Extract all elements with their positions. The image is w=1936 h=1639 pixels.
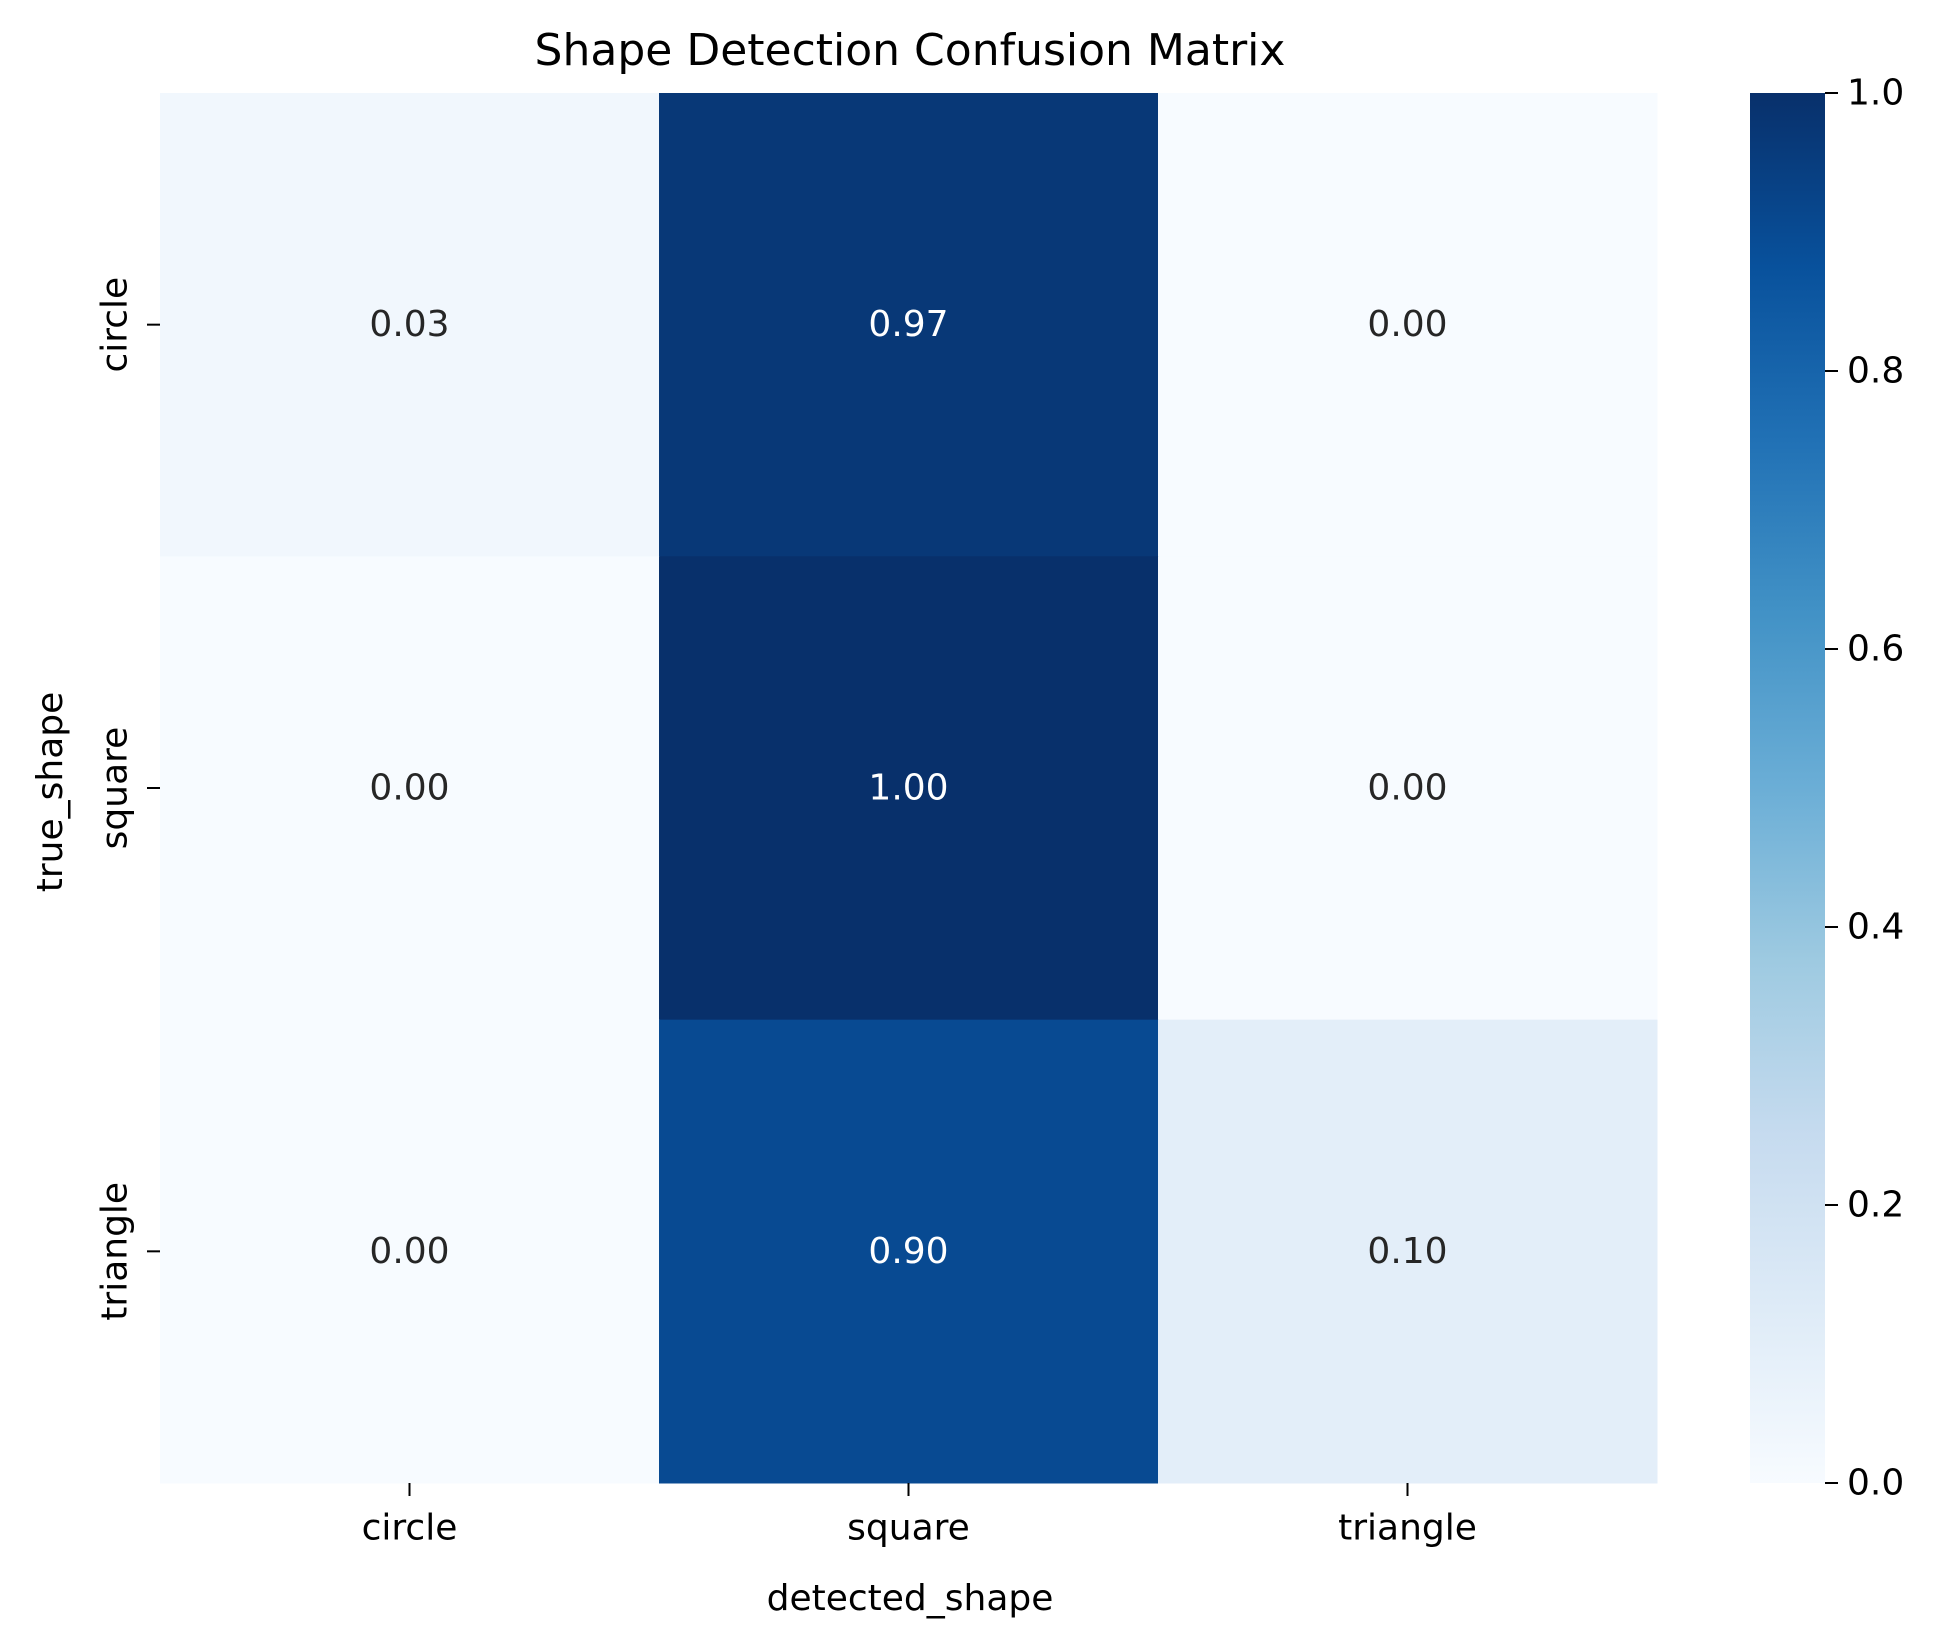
y-tick-label-circle: circle: [95, 277, 136, 373]
cell-value-square-square: 1.00: [868, 768, 948, 809]
cell-value-triangle-triangle: 0.10: [1367, 1231, 1447, 1272]
y-tick-label-square: square: [95, 727, 136, 850]
heatmap-cell-circle-triangle: [1158, 93, 1658, 557]
x-tick-label-square: square: [847, 1508, 970, 1549]
x-tick-label-triangle: triangle: [1338, 1508, 1477, 1549]
cell-value-circle-triangle: 0.00: [1367, 304, 1447, 345]
heatmap-cell-labels: 0.03 0.97 0.00 0.00 1.00 0.00 0.00 0.90 0.10: [369, 304, 1447, 1272]
colorbar-tick-label-1.0: 1.0: [1847, 73, 1904, 114]
x-axis-ticks: circle square triangle: [362, 1483, 1477, 1549]
heatmap-cell-triangle-circle: [160, 1019, 660, 1484]
y-axis-ticks: circle square triangle: [95, 277, 160, 1321]
colorbar: [1750, 93, 1825, 1483]
heatmap-cell-circle-circle: [160, 93, 660, 557]
colorbar-tick-label-0.0: 0.0: [1847, 1463, 1904, 1504]
heatmap-cell-square-circle: [160, 556, 660, 1021]
cell-value-square-triangle: 0.00: [1367, 768, 1447, 809]
colorbar-tick-label-0.2: 0.2: [1847, 1185, 1904, 1226]
x-tick-label-circle: circle: [362, 1508, 458, 1549]
heatmap-cell-triangle-square: [659, 1019, 1159, 1484]
y-axis-label: true_shape: [30, 692, 71, 893]
cell-value-triangle-square: 0.90: [868, 1231, 948, 1272]
heatmap-cells: [160, 93, 1658, 1484]
heatmap-cell-square-triangle: [1158, 556, 1658, 1021]
colorbar-tick-label-0.4: 0.4: [1847, 907, 1904, 948]
chart-title: Shape Detection Confusion Matrix: [535, 25, 1286, 76]
x-axis-label: detected_shape: [767, 1578, 1054, 1619]
colorbar-tick-label-0.8: 0.8: [1847, 351, 1904, 392]
heatmap-cell-triangle-triangle: [1158, 1019, 1658, 1484]
cell-value-triangle-circle: 0.00: [369, 1231, 449, 1272]
y-tick-label-triangle: triangle: [95, 1182, 136, 1321]
cell-value-circle-circle: 0.03: [369, 304, 449, 345]
colorbar-tick-label-0.6: 0.6: [1847, 629, 1904, 670]
colorbar-ticks: 0.0 0.2 0.4 0.6 0.8 1.0: [1825, 73, 1904, 1504]
cell-value-square-circle: 0.00: [369, 768, 449, 809]
heatmap-cell-square-square: [659, 556, 1159, 1021]
cell-value-circle-square: 0.97: [868, 304, 948, 345]
heatmap-cell-circle-square: [659, 93, 1159, 557]
